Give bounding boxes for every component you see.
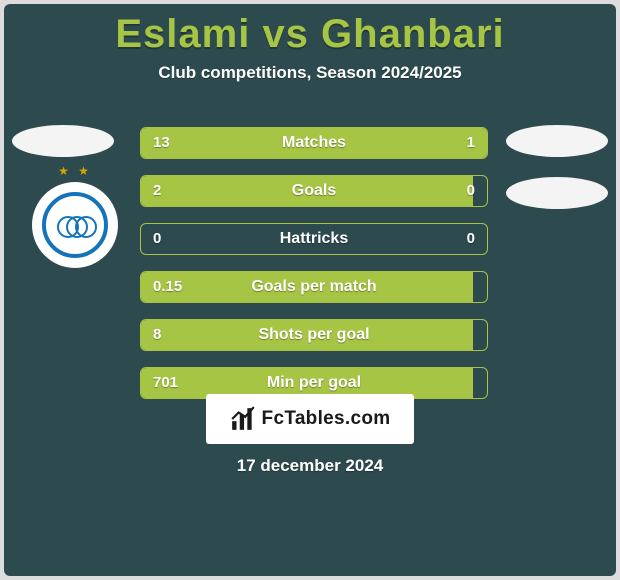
crest-ring-icon — [42, 192, 108, 258]
stat-label: Goals per match — [141, 272, 487, 302]
stat-row: 8Shots per goal — [140, 319, 488, 351]
fctables-chart-icon — [230, 406, 256, 432]
fctables-badge[interactable]: FcTables.com — [206, 394, 414, 444]
stat-value-right: 0 — [467, 176, 475, 206]
stat-label: Hattricks — [141, 224, 487, 254]
stat-label: Shots per goal — [141, 320, 487, 350]
date-label: 17 december 2024 — [4, 456, 616, 476]
club-crest-left: ★ ★ — [32, 182, 118, 268]
stat-label: Goals — [141, 176, 487, 206]
page-title: Eslami vs Ghanbari — [4, 4, 616, 57]
stat-row: 2Goals0 — [140, 175, 488, 207]
subtitle: Club competitions, Season 2024/2025 — [4, 63, 616, 83]
stat-row: 0.15Goals per match — [140, 271, 488, 303]
stat-label: Matches — [141, 128, 487, 158]
stat-row: 0Hattricks0 — [140, 223, 488, 255]
stat-value-right: 1 — [467, 128, 475, 158]
club-placeholder-right — [506, 177, 608, 209]
stat-rows: 13Matches12Goals00Hattricks00.15Goals pe… — [140, 127, 488, 415]
player-photo-right — [506, 125, 608, 157]
stat-value-right: 0 — [467, 224, 475, 254]
crest-stars-icon: ★ ★ — [32, 164, 118, 178]
fctables-label: FcTables.com — [262, 408, 391, 430]
stat-row: 13Matches1 — [140, 127, 488, 159]
comparison-card: Eslami vs Ghanbari Club competitions, Se… — [4, 4, 616, 576]
player-photo-left — [12, 125, 114, 157]
